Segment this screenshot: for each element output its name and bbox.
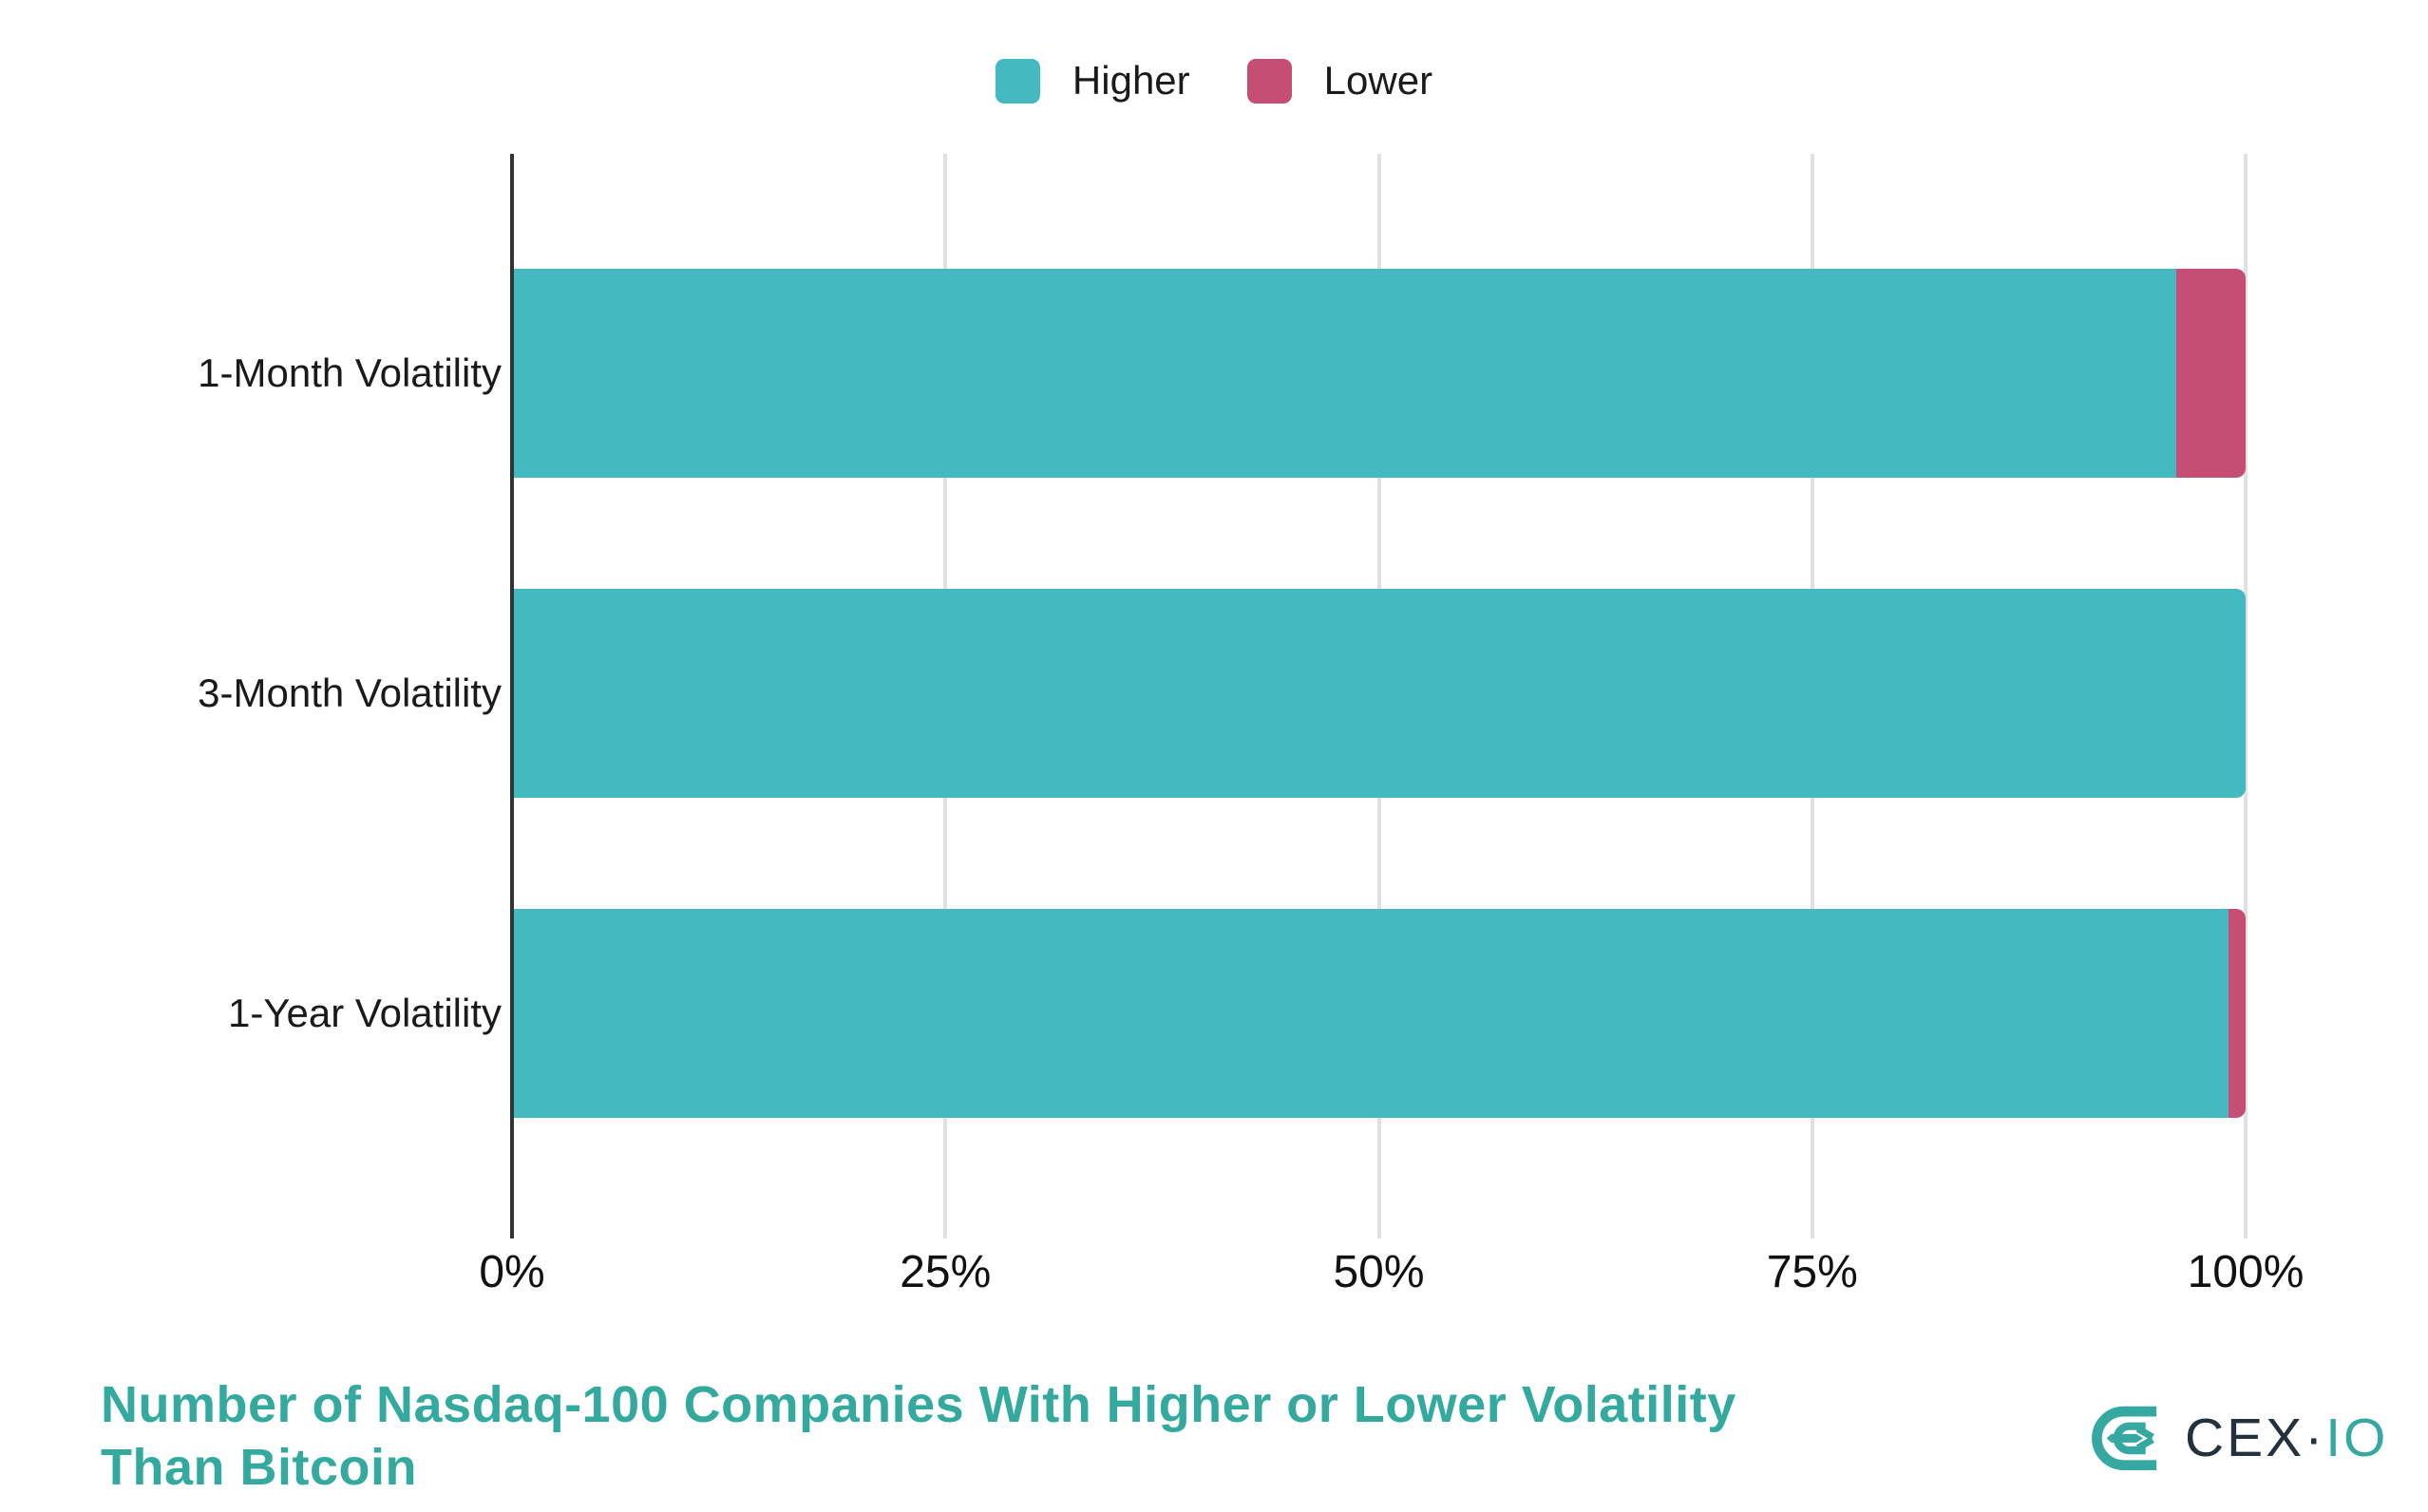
x-axis-label-75pct: 75% (1766, 1247, 1858, 1297)
cexio-wordmark-dark: CEX· (2185, 1407, 2326, 1468)
chart-title-line2: Than Bitcoin (101, 1439, 417, 1496)
x-axis-label-100pct: 100% (2187, 1247, 2305, 1297)
chart-title: Number of Nasdaq-100 Companies With High… (101, 1373, 1736, 1499)
cexio-emblem-icon (2092, 1406, 2157, 1471)
chart-title-line1: Number of Nasdaq-100 Companies With High… (101, 1376, 1736, 1433)
cexio-wordmark: CEX·IO (2185, 1407, 2389, 1468)
x-axis-label-50pct: 50% (1333, 1247, 1425, 1297)
legend-label-higher: Higher (1072, 58, 1190, 103)
y-axis-label-1: 1-Month Volatility (198, 350, 502, 395)
bar-segment-lower (2228, 909, 2246, 1118)
legend: Higher Lower (0, 57, 2428, 104)
cexio-wordmark-teal: IO (2325, 1407, 2389, 1468)
bar-segment-higher (514, 269, 2177, 478)
bar-segment-higher (514, 909, 2229, 1118)
bar-1-month-volatility (514, 269, 2246, 478)
bar-1-year-volatility (514, 909, 2246, 1118)
legend-item-higher: Higher (995, 58, 1190, 104)
legend-swatch-lower (1246, 58, 1292, 104)
x-axis-label-25pct: 25% (900, 1247, 992, 1297)
gridline-100 (2244, 154, 2248, 1238)
y-axis-label-3: 1-Year Volatility (228, 991, 502, 1035)
cexio-logo: CEX·IO (2088, 1398, 2388, 1478)
x-axis-label-0pct: 0% (479, 1247, 545, 1297)
y-axis-line (510, 154, 514, 1238)
bar-segment-higher (514, 589, 2246, 798)
bar-3-month-volatility (514, 589, 2246, 798)
bar-segment-lower (2176, 269, 2246, 478)
legend-swatch-higher (995, 58, 1040, 104)
y-axis-label-2: 3-Month Volatility (198, 671, 502, 715)
legend-label-lower: Lower (1323, 58, 1433, 103)
legend-item-lower: Lower (1246, 58, 1433, 104)
plot-area (510, 154, 2248, 1238)
